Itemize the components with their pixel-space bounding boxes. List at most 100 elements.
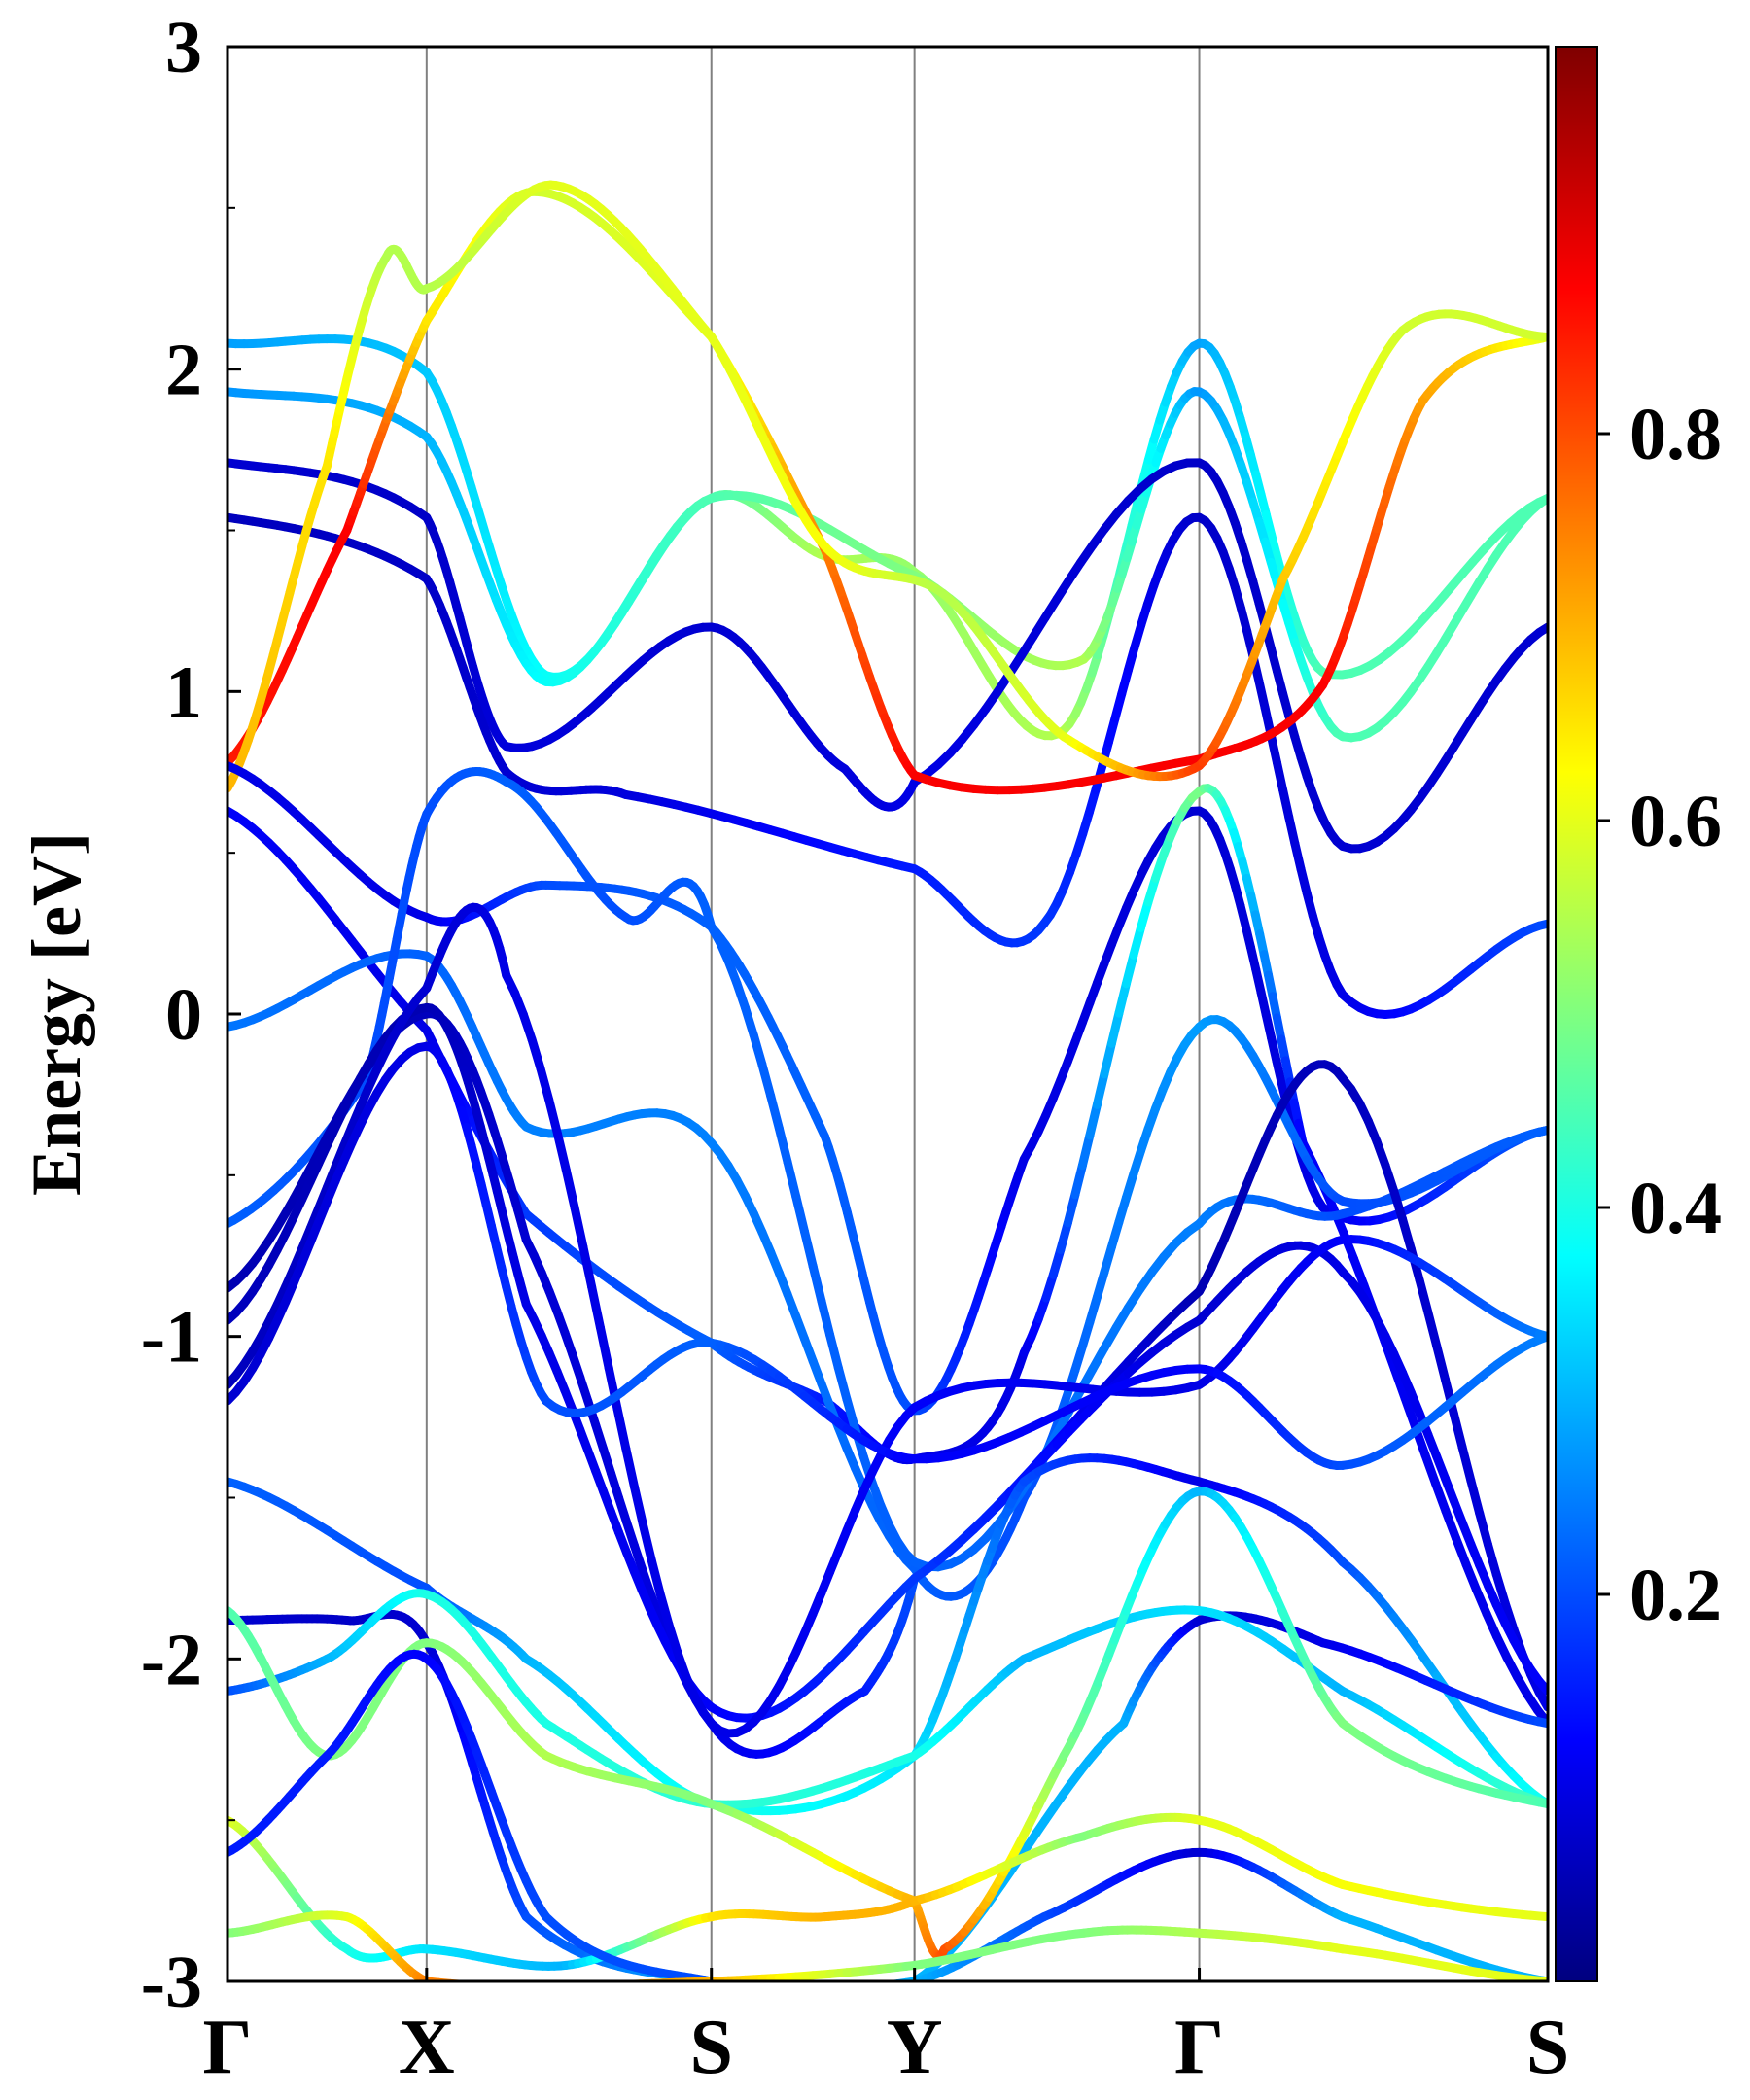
band-segment bbox=[1254, 677, 1270, 713]
band-segment bbox=[762, 1987, 771, 1988]
band-segment bbox=[753, 1986, 762, 1987]
band-segment bbox=[630, 1483, 648, 1529]
band-18 bbox=[228, 1487, 1548, 1961]
band-segment bbox=[1449, 1409, 1467, 1452]
band-segment bbox=[788, 1998, 796, 2000]
band-segment bbox=[863, 1986, 872, 1987]
band-segment bbox=[1114, 979, 1131, 1018]
colorbar-tick-label: 0.4 bbox=[1629, 1168, 1722, 1249]
band-segment bbox=[518, 1009, 537, 1044]
band-segment bbox=[872, 1986, 881, 1987]
band-4 bbox=[228, 512, 1548, 1019]
band-segment bbox=[746, 1988, 754, 1990]
colorbar-tick-label: 0.2 bbox=[1629, 1555, 1722, 1636]
band-segment bbox=[1431, 1479, 1451, 1516]
band-segment bbox=[774, 1124, 792, 1167]
band-segment bbox=[1136, 897, 1153, 932]
x-tick-label: Y bbox=[887, 2005, 943, 2090]
band-segment bbox=[1129, 923, 1145, 960]
band-segment bbox=[1483, 1540, 1501, 1580]
band-segment bbox=[881, 1980, 892, 1981]
colorbar-tick-label: 0.8 bbox=[1629, 394, 1722, 475]
band-segment bbox=[1100, 1038, 1116, 1079]
band-1 bbox=[228, 334, 1548, 741]
band-segment bbox=[796, 1999, 805, 2000]
band-21 bbox=[228, 1910, 1548, 1981]
band-segment bbox=[716, 1978, 732, 1981]
band-segment bbox=[771, 1994, 780, 1996]
band-segment bbox=[544, 1095, 562, 1138]
band-segment bbox=[578, 1242, 597, 1292]
band-segment bbox=[1400, 1393, 1420, 1431]
band-segment bbox=[822, 2003, 830, 2004]
band-segment bbox=[1121, 950, 1138, 989]
band-12 bbox=[228, 1002, 1548, 1723]
band-segment bbox=[1461, 1559, 1482, 1594]
band-segment bbox=[1533, 1717, 1548, 1729]
band-segment bbox=[1284, 812, 1300, 849]
band-segment bbox=[749, 1031, 767, 1069]
band-segment bbox=[595, 1323, 613, 1373]
band-segment bbox=[1415, 1276, 1433, 1317]
band-segment bbox=[446, 1978, 466, 1981]
band-segment bbox=[886, 1979, 901, 1981]
band-segment bbox=[762, 1992, 771, 1994]
band-segment bbox=[783, 1157, 801, 1202]
band-segment bbox=[570, 1203, 588, 1252]
band-segment bbox=[741, 1003, 758, 1040]
band-segment bbox=[587, 1282, 605, 1333]
colorbar-bar bbox=[1555, 46, 1598, 1982]
band-2 bbox=[228, 387, 1548, 743]
band-segment bbox=[842, 1394, 860, 1434]
x-tick-label: S bbox=[689, 2005, 733, 2090]
band-segment bbox=[1491, 1570, 1510, 1608]
x-tick-label: X bbox=[399, 2005, 455, 2090]
y-tick-label: -3 bbox=[141, 1942, 202, 2023]
y-tick-label: 1 bbox=[165, 651, 202, 733]
band-segment bbox=[881, 1994, 890, 1997]
band-9 bbox=[228, 949, 1548, 1601]
band-segment bbox=[1420, 1451, 1441, 1488]
band-segment bbox=[1278, 786, 1294, 822]
band-segment bbox=[1457, 1443, 1476, 1486]
band-segment bbox=[1381, 1161, 1399, 1196]
band-14 bbox=[228, 1041, 1548, 1470]
y-tick-label: 3 bbox=[165, 7, 202, 88]
band-segment bbox=[664, 1619, 682, 1657]
band-segment bbox=[1389, 1186, 1408, 1224]
band-segment bbox=[847, 1988, 856, 1989]
band-segment bbox=[1441, 1375, 1458, 1418]
band-segment bbox=[1475, 1508, 1492, 1550]
band-19 bbox=[228, 1812, 1548, 1971]
band-segment bbox=[757, 1060, 776, 1101]
y-tick-label: -1 bbox=[141, 1297, 202, 1379]
y-tick-label: 0 bbox=[165, 974, 202, 1056]
band-segment bbox=[746, 1986, 754, 1987]
band-segment bbox=[847, 2002, 856, 2003]
band-segment bbox=[536, 1064, 554, 1104]
band-segment bbox=[621, 1444, 640, 1492]
band-lines bbox=[228, 180, 1548, 2004]
band-segment bbox=[612, 1404, 631, 1453]
band-segment bbox=[1266, 730, 1281, 767]
band-segment bbox=[1085, 1100, 1102, 1140]
band-segment bbox=[771, 1988, 780, 1989]
band-segment bbox=[766, 1091, 784, 1134]
colorbar: 0.2 0.4 0.6 0.8 bbox=[1555, 46, 1722, 1982]
band-segment bbox=[1063, 1190, 1080, 1228]
band-segment bbox=[1390, 1365, 1410, 1403]
band-segment bbox=[833, 1363, 852, 1404]
band-segment bbox=[1056, 1218, 1072, 1254]
band-13 bbox=[228, 902, 1548, 1738]
band-segment bbox=[655, 1589, 674, 1628]
band-segment bbox=[808, 1262, 826, 1306]
band-segment bbox=[1106, 1008, 1124, 1048]
band-segment bbox=[638, 1520, 656, 1565]
band-segment bbox=[1466, 1476, 1485, 1518]
band-segment bbox=[1500, 1598, 1519, 1634]
x-tick-label: Γ bbox=[203, 2005, 253, 2090]
band-segment bbox=[716, 1978, 732, 1981]
band-segment bbox=[804, 2001, 813, 2002]
band-segment bbox=[753, 1990, 762, 1992]
band-segment bbox=[1432, 1341, 1451, 1384]
